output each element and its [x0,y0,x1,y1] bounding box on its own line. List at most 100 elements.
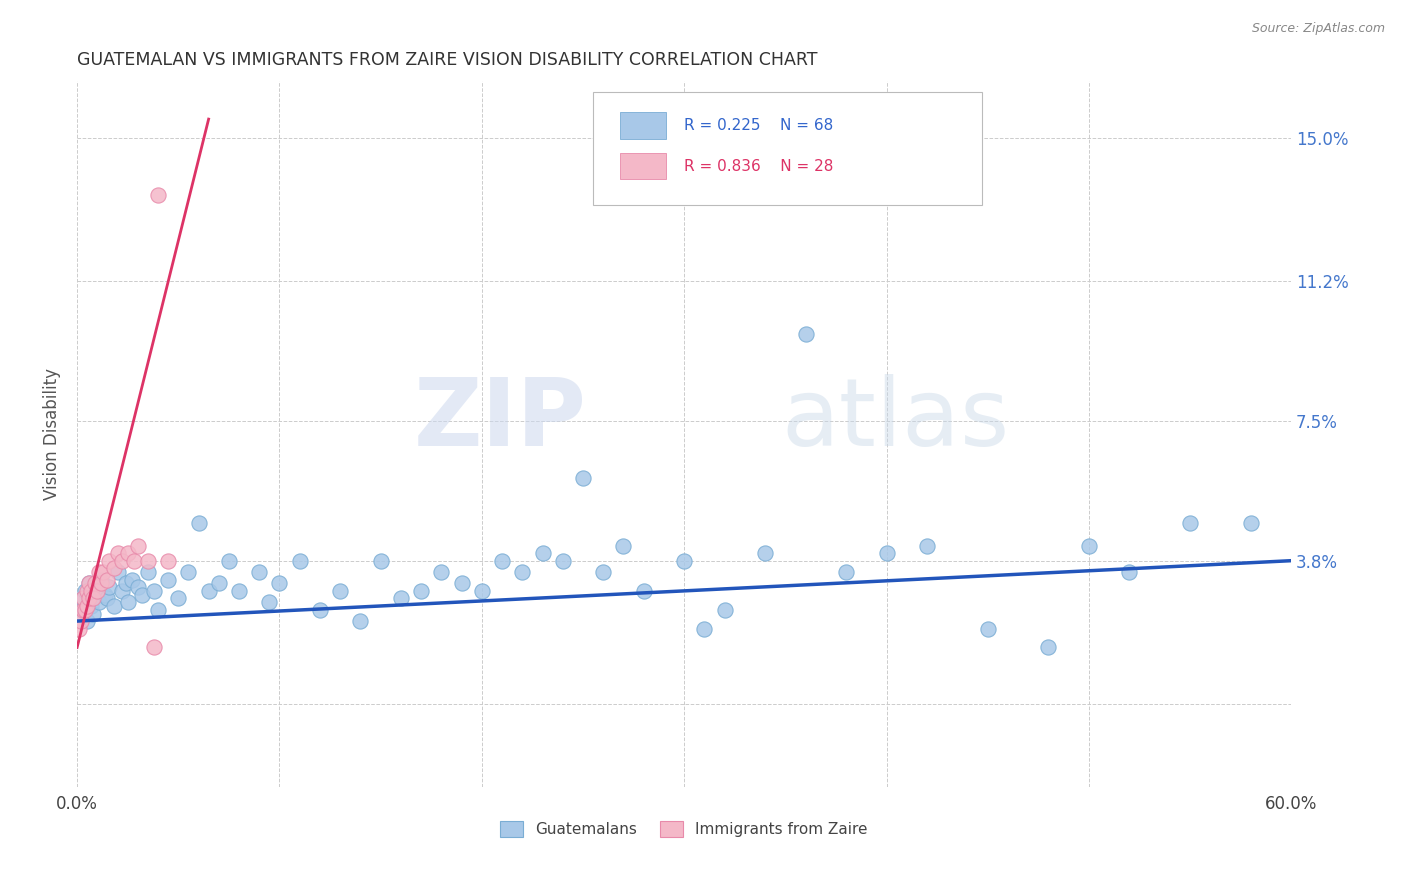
Point [122,554,145,568]
Point [157,573,180,587]
FancyBboxPatch shape [620,112,666,139]
Point [835,565,858,579]
Point [754,546,776,560]
Point [136,554,159,568]
Point [157,554,180,568]
Point [915,539,938,553]
Point [136,565,159,579]
Point [713,603,735,617]
Point [82,607,104,621]
Text: R = 0.836    N = 28: R = 0.836 N = 28 [685,159,834,174]
Point [794,327,817,342]
Legend: Guatemalans, Immigrants from Zaire: Guatemalans, Immigrants from Zaire [495,814,875,843]
Point [86,583,108,598]
Point [693,622,716,636]
Point [80,583,103,598]
Text: Source: ZipAtlas.com: Source: ZipAtlas.com [1251,22,1385,36]
Point [80,599,103,613]
Point [72,603,94,617]
Point [96,573,118,587]
FancyBboxPatch shape [593,92,981,205]
Point [208,576,231,591]
Point [84,588,107,602]
Text: ZIP: ZIP [415,374,588,467]
Point [349,614,371,628]
Point [67,622,90,636]
Point [633,583,655,598]
Point [127,580,149,594]
Point [76,614,98,628]
Point [75,583,97,598]
Point [90,576,112,591]
Point [75,603,97,617]
Point [1077,539,1099,553]
Point [471,583,494,598]
Point [1178,516,1201,530]
Point [117,595,139,609]
Point [673,554,696,568]
Point [531,546,554,560]
Point [96,591,118,606]
Point [94,588,117,602]
Point [98,554,121,568]
Point [146,187,169,202]
FancyBboxPatch shape [620,153,666,179]
Point [127,539,149,553]
Point [450,576,472,591]
Point [572,470,595,484]
Point [269,576,291,591]
Point [84,576,107,591]
Point [143,640,166,655]
Point [876,546,898,560]
Point [409,583,432,598]
Point [89,595,111,609]
Point [117,546,139,560]
Point [187,516,209,530]
Point [247,565,270,579]
Point [77,591,100,606]
Point [90,573,112,587]
Point [976,622,998,636]
Y-axis label: Vision Disability: Vision Disability [44,368,60,500]
Point [114,576,136,591]
Point [107,565,129,579]
Point [491,554,513,568]
Point [93,565,115,579]
Point [76,583,98,598]
Point [82,591,104,606]
Point [389,591,412,606]
Text: GUATEMALAN VS IMMIGRANTS FROM ZAIRE VISION DISABILITY CORRELATION CHART: GUATEMALAN VS IMMIGRANTS FROM ZAIRE VISI… [77,51,818,69]
Point [98,580,121,594]
Point [89,565,111,579]
Point [309,603,332,617]
Point [76,599,98,613]
Point [103,599,125,613]
Point [86,580,108,594]
Point [167,591,190,606]
Point [146,603,169,617]
Point [77,576,100,591]
Point [592,565,614,579]
Point [143,583,166,598]
Point [430,565,453,579]
Point [612,539,634,553]
Point [70,614,93,628]
Point [1118,565,1140,579]
Point [103,561,125,575]
Text: atlas: atlas [782,374,1010,467]
Point [329,583,352,598]
Point [121,573,143,587]
Point [370,554,392,568]
Point [228,583,250,598]
Point [1038,640,1060,655]
Point [197,583,219,598]
Point [110,554,132,568]
Point [551,554,574,568]
Point [259,595,281,609]
Text: R = 0.225    N = 68: R = 0.225 N = 68 [685,119,834,133]
Point [70,603,93,617]
Point [510,565,533,579]
Point [110,583,132,598]
Point [72,591,94,606]
Point [218,554,240,568]
